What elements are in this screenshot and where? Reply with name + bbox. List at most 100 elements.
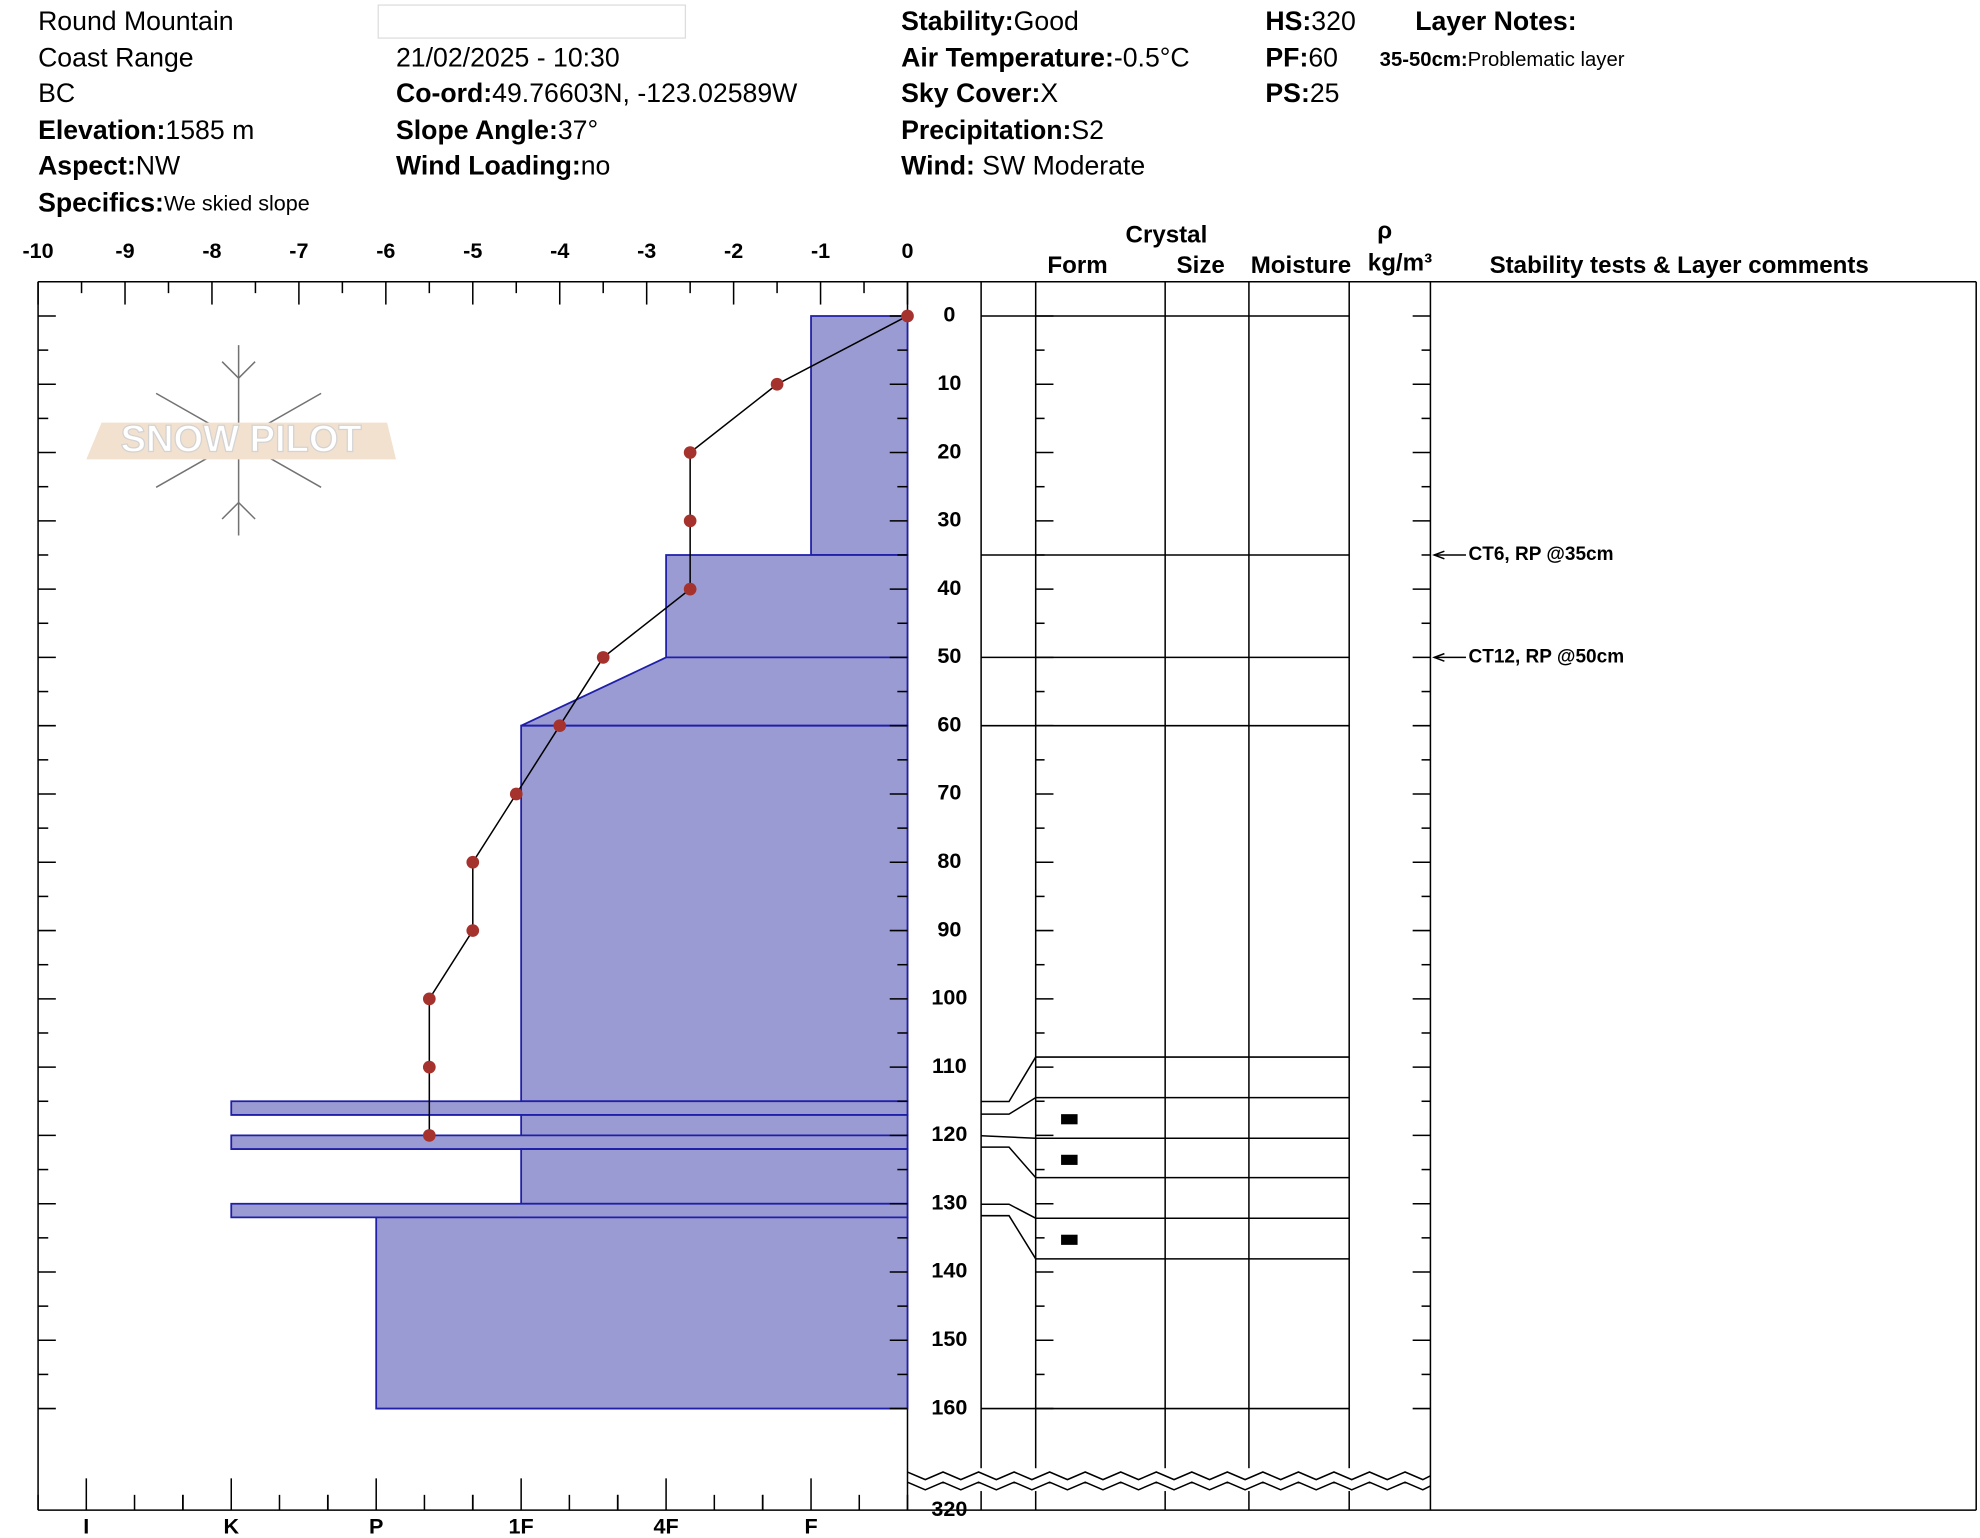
depth-label: 100 bbox=[931, 985, 967, 1010]
x-tick-label: -2 bbox=[724, 238, 743, 263]
header-field: Air Temperature:-0.5°C bbox=[901, 43, 1190, 73]
hardness-layer bbox=[520, 1148, 909, 1205]
depth-label: 150 bbox=[931, 1326, 967, 1351]
arrow-head bbox=[1432, 550, 1445, 560]
field-label: Wind Loading: bbox=[396, 151, 581, 181]
hardness-layer bbox=[230, 1202, 909, 1219]
depth-label: 30 bbox=[937, 507, 961, 532]
header-field: Sky Cover:X bbox=[901, 78, 1058, 108]
depth-label: 160 bbox=[931, 1394, 967, 1419]
x-tick-label: -8 bbox=[202, 238, 221, 263]
field-label: Wind: bbox=[901, 151, 975, 181]
col-header: kg/m³ bbox=[1368, 249, 1432, 276]
table-frame bbox=[37, 280, 1977, 1511]
field-value: 25 bbox=[1310, 78, 1340, 108]
layer-note: 35-50cm:Problematic layer bbox=[1380, 49, 1625, 71]
depth-label: 120 bbox=[931, 1121, 967, 1146]
header-field: Precipitation:S2 bbox=[901, 115, 1104, 145]
col-header: ρ bbox=[1377, 218, 1392, 245]
field-value: 60 bbox=[1308, 43, 1338, 73]
header-field: HS:320 bbox=[1265, 6, 1355, 36]
temperature-point bbox=[596, 651, 610, 664]
hardness-layer bbox=[375, 1216, 909, 1410]
field-value: 1585 m bbox=[165, 115, 254, 145]
note-value: Problematic layer bbox=[1468, 49, 1625, 71]
depth-label: 320 bbox=[931, 1496, 967, 1521]
field-value: 320 bbox=[1311, 6, 1355, 36]
field-value: Round Mountain bbox=[38, 6, 234, 36]
depth-label: 80 bbox=[937, 848, 961, 873]
x-tick-label: -5 bbox=[463, 238, 482, 263]
x-tick-label: -4 bbox=[550, 238, 569, 263]
col-header: Size bbox=[1177, 252, 1225, 279]
hardness-layer bbox=[230, 1100, 909, 1116]
hardness-label: F bbox=[804, 1514, 817, 1538]
hardness-layer bbox=[230, 1134, 909, 1150]
hardness-label: 4F bbox=[654, 1514, 679, 1538]
redacted-field bbox=[377, 4, 687, 39]
header-field: Coast Range bbox=[38, 43, 194, 73]
field-label: Air Temperature: bbox=[901, 43, 1114, 73]
col-header: Moisture bbox=[1251, 252, 1351, 279]
field-value: BC bbox=[38, 78, 75, 108]
depth-label: 130 bbox=[931, 1189, 967, 1214]
field-label: Co-ord: bbox=[396, 78, 492, 108]
temperature-point bbox=[770, 377, 784, 391]
hardness-label: 1F bbox=[509, 1514, 534, 1538]
field-value: Good bbox=[1014, 6, 1079, 36]
depth-label: 90 bbox=[937, 916, 961, 941]
temperature-point bbox=[683, 446, 697, 459]
note-label: 35-50cm: bbox=[1380, 49, 1468, 71]
x-tick-label: 0 bbox=[901, 238, 913, 263]
field-label: PF: bbox=[1265, 43, 1308, 73]
temperature-point bbox=[901, 309, 914, 323]
x-tick-label: -1 bbox=[811, 238, 830, 263]
header-field: Stability:Good bbox=[901, 6, 1079, 36]
header-field: PS:25 bbox=[1265, 78, 1339, 108]
header-field: Round Mountain bbox=[38, 6, 234, 36]
x-tick-label: -9 bbox=[115, 238, 134, 263]
field-value: S2 bbox=[1071, 115, 1104, 145]
depth-label: 110 bbox=[932, 1053, 967, 1078]
header-field: 21/02/2025 - 10:30 bbox=[396, 43, 620, 73]
field-label: PS: bbox=[1265, 78, 1309, 108]
layer-notes-title: Layer Notes: bbox=[1415, 6, 1576, 36]
field-label: Stability: bbox=[901, 6, 1014, 36]
field-label: HS: bbox=[1265, 6, 1311, 36]
field-label: Precipitation: bbox=[901, 115, 1071, 145]
temperature-point bbox=[509, 787, 523, 801]
col-header: Stability tests & Layer comments bbox=[1490, 252, 1869, 279]
watermark-text: SNOW PILOT bbox=[121, 419, 362, 461]
field-value: NW bbox=[136, 151, 181, 181]
hardness-label: I bbox=[83, 1514, 89, 1538]
temperature-point bbox=[683, 514, 697, 528]
x-tick-label: -10 bbox=[22, 238, 53, 263]
header-field: Slope Angle:37° bbox=[396, 115, 598, 145]
field-value: 49.76603N, -123.02589W bbox=[492, 78, 798, 108]
temperature-point bbox=[422, 992, 436, 1006]
field-value: Coast Range bbox=[38, 43, 194, 73]
header-field: Wind Loading:no bbox=[396, 151, 610, 181]
field-value: no bbox=[581, 151, 611, 181]
depth-label: 140 bbox=[931, 1258, 967, 1283]
header-field: Aspect:NW bbox=[38, 151, 181, 181]
x-tick-label: -6 bbox=[376, 238, 395, 263]
temperature-point bbox=[422, 1129, 436, 1142]
field-label: Specifics: bbox=[38, 187, 164, 217]
field-value: SW Moderate bbox=[975, 151, 1145, 181]
field-value: We skied slope bbox=[164, 190, 310, 215]
col-header: Crystal bbox=[1126, 221, 1208, 248]
hardness-layer bbox=[520, 656, 909, 727]
x-tick-label: -7 bbox=[289, 238, 308, 263]
field-label: Aspect: bbox=[38, 151, 136, 181]
header-field: BC bbox=[38, 78, 75, 108]
temperature-point bbox=[466, 855, 480, 869]
depth-label: 20 bbox=[937, 438, 961, 463]
field-label: Slope Angle: bbox=[396, 115, 558, 145]
temperature-point bbox=[683, 582, 697, 596]
field-value: 37° bbox=[558, 115, 598, 145]
arrow-head bbox=[1432, 652, 1445, 662]
header-field: Wind: SW Moderate bbox=[901, 151, 1145, 181]
col-header: Form bbox=[1047, 252, 1107, 279]
